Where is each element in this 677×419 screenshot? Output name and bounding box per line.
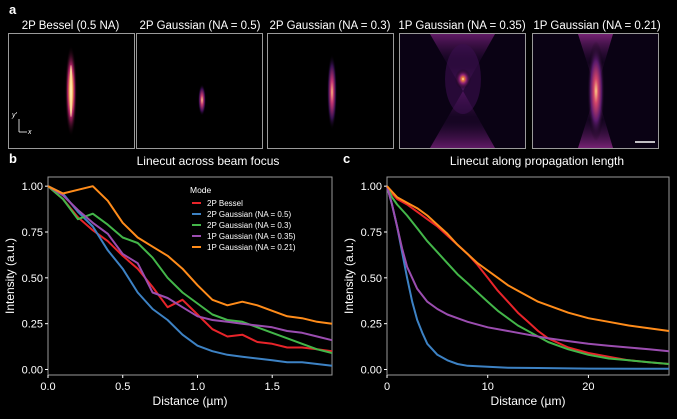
series-line-2p-gaussian-na-0-3 — [386, 185, 670, 365]
x-tick-label: 0.0 — [40, 381, 55, 393]
x-tick-label: 1.0 — [190, 381, 205, 393]
legend-entry: 1P Gaussian (NA = 0.21) — [207, 243, 296, 252]
tile-title-bessel: 2P Bessel (0.5 NA) — [21, 20, 120, 32]
axis-arrows-icon — [18, 119, 27, 133]
x-tick-label: 1.5 — [265, 381, 280, 393]
y-tick-label: 0.25 — [22, 319, 43, 331]
series-line-2p-bessel — [386, 185, 670, 365]
tile-title-gauss-05: 2P Gaussian (NA = 0.5) — [139, 20, 261, 32]
y-tick-label: 0.75 — [361, 227, 382, 239]
legend-entry: 1P Gaussian (NA = 0.35) — [207, 232, 296, 241]
x-axis-label: Distance (µm) — [491, 394, 566, 408]
axis-label-x: x — [28, 129, 32, 136]
beam-image-bessel: y' x — [8, 33, 135, 149]
series-line-2p-gaussian-na-0-5 — [47, 185, 333, 367]
series-line-1p-gaussian-na-0-35 — [47, 185, 333, 342]
legend-title: Mode — [190, 185, 212, 195]
panel-label-a: a — [9, 2, 17, 17]
panel-label-c: c — [343, 151, 351, 166]
y-tick-label: 0.50 — [22, 273, 43, 285]
y-tick-label: 0.00 — [22, 365, 43, 377]
tile-title-1p-035: 1P Gaussian (NA = 0.35) — [398, 20, 526, 32]
y-tick-label: 0.00 — [361, 365, 382, 377]
plot-frame — [386, 176, 670, 376]
x-tick-label: 10 — [482, 381, 494, 393]
beam-image-gauss-05 — [136, 33, 263, 149]
legend-entry: 2P Bessel — [207, 199, 243, 208]
plot-frame — [47, 176, 333, 376]
y-tick-label: 0.75 — [22, 227, 43, 239]
y-axis-label: Intensity (a.u.) — [342, 238, 356, 314]
y-tick-label: 0.50 — [361, 273, 382, 285]
y-tick-label: 1.00 — [361, 181, 382, 193]
chart-title: Linecut along propagation length — [450, 155, 624, 168]
series-line-1p-gaussian-na-0-35 — [386, 185, 670, 353]
chart-b: Linecut across beam focus 0.00 0.25 0.50 0.7… — [3, 155, 333, 408]
x-tick-label: 20 — [582, 381, 594, 393]
series-line-2p-gaussian-na-0-5 — [386, 185, 669, 370]
beam-image-gauss-03 — [267, 33, 394, 149]
axis-label-y: y' — [12, 112, 17, 119]
x-axis-label: Distance (µm) — [153, 394, 228, 408]
panel-label-b: b — [9, 151, 17, 166]
y-tick-label: 1.00 — [22, 181, 43, 193]
series-line-1p-gaussian-na-0-21 — [47, 185, 333, 325]
tile-title-1p-021: 1P Gaussian (NA = 0.21) — [533, 20, 661, 32]
x-tick-label: 0 — [384, 381, 390, 393]
legend-entry: 2P Gaussian (NA = 0.5) — [207, 210, 291, 219]
chart-c: Linecut along propagation length 0.00 0.25… — [342, 155, 670, 408]
y-axis-label: Intensity (a.u.) — [3, 238, 17, 314]
series-line-1p-gaussian-na-0-21 — [386, 185, 670, 332]
y-tick-label: 0.25 — [361, 319, 382, 331]
tile-title-gauss-03: 2P Gaussian (NA = 0.3) — [269, 20, 391, 32]
beam-image-1p-035 — [399, 33, 526, 149]
x-tick-label: 0.5 — [115, 381, 130, 393]
legend-entry: 2P Gaussian (NA = 0.3) — [207, 221, 291, 230]
chart-title: Linecut across beam focus — [137, 155, 280, 168]
series-line-2p-gaussian-na-0-3 — [47, 185, 333, 354]
beam-image-1p-021 — [532, 33, 659, 149]
